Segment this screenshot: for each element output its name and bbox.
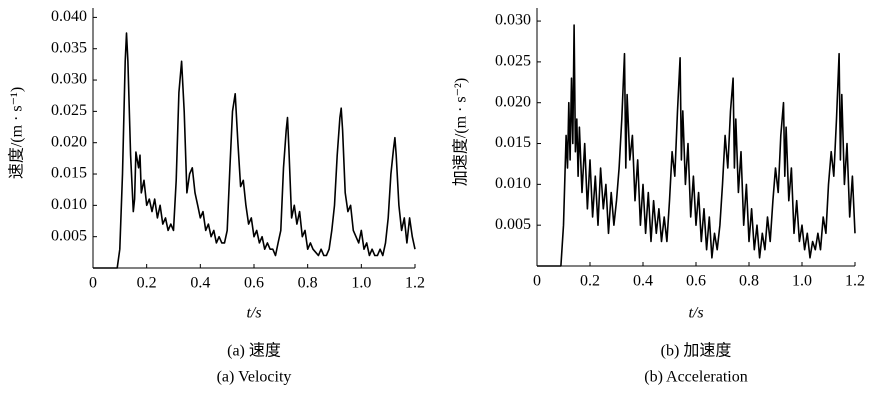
x-tick-label: 0.6 xyxy=(686,273,706,290)
caption-en: (b) Acceleration xyxy=(644,369,748,386)
x-tick-label: 0.8 xyxy=(739,273,759,290)
x-tick-label: 0 xyxy=(533,273,541,290)
y-axis-label: 加速度/(m · s⁻²) xyxy=(452,78,470,186)
y-tick-label: 0.020 xyxy=(51,133,87,150)
x-tick-label: 1.0 xyxy=(351,275,371,292)
x-tick-label: 0.4 xyxy=(190,275,210,292)
y-tick-label: 0.005 xyxy=(51,227,87,244)
y-tick-label: 0.010 xyxy=(51,196,87,213)
x-tick-label: 0.4 xyxy=(633,273,653,290)
x-tick-label: 1.2 xyxy=(405,275,425,292)
y-axis-label: 速度/(m · s⁻¹) xyxy=(8,87,26,179)
x-tick-label: 0 xyxy=(89,275,97,292)
y-tick-label: 0.015 xyxy=(51,165,87,182)
line xyxy=(537,24,856,267)
x-tick-label: 0.6 xyxy=(244,275,264,292)
x-tick-label: 0.2 xyxy=(137,275,157,292)
y-tick-label: 0.025 xyxy=(51,102,87,119)
x-tick-label: 0.2 xyxy=(580,273,600,290)
x-tick-label: 1.2 xyxy=(845,273,865,290)
y-tick-label: 0.025 xyxy=(495,53,531,70)
y-tick-label: 0.020 xyxy=(495,93,531,110)
y-tick-label: 0.010 xyxy=(495,175,531,192)
caption-en: (a) Velocity xyxy=(217,369,292,386)
x-axis-label: t/s xyxy=(688,305,703,322)
y-tick-label: 0.035 xyxy=(51,39,87,56)
y-tick-label: 0.005 xyxy=(495,216,531,233)
x-axis-label: t/s xyxy=(246,305,261,322)
caption: (a) 速度 xyxy=(227,342,281,360)
x-tick-label: 1.0 xyxy=(792,273,812,290)
y-tick-label: 0.030 xyxy=(51,71,87,88)
x-tick-label: 0.8 xyxy=(298,275,318,292)
caption: (b) 加速度 xyxy=(661,342,732,360)
line xyxy=(93,32,416,269)
y-tick-label: 0.040 xyxy=(51,8,87,25)
y-tick-label: 0.030 xyxy=(495,12,531,29)
y-tick-label: 0.015 xyxy=(495,134,531,151)
